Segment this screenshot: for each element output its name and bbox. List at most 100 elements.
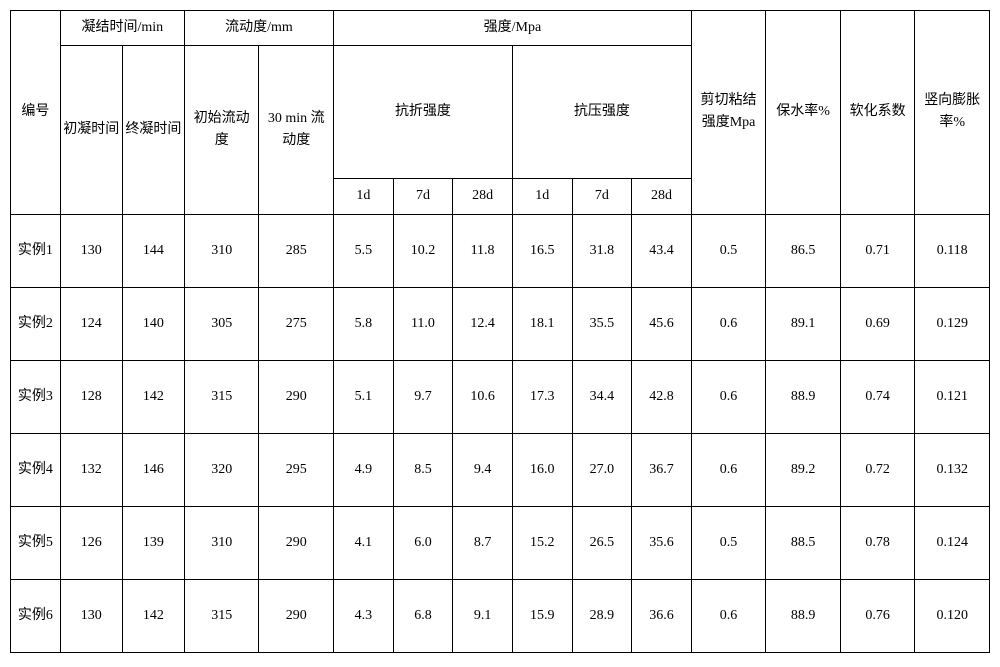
header-f28d: 28d bbox=[453, 179, 513, 214]
row-id: 实例2 bbox=[11, 287, 61, 360]
vertical-expansion: 0.118 bbox=[915, 214, 990, 287]
table-row: 实例41321463202954.98.59.416.027.036.70.68… bbox=[11, 433, 990, 506]
comp-7d: 28.9 bbox=[572, 579, 632, 652]
flex-7d: 10.2 bbox=[393, 214, 453, 287]
initial-set: 128 bbox=[60, 360, 122, 433]
water-retention: 88.5 bbox=[766, 506, 841, 579]
water-retention: 89.1 bbox=[766, 287, 841, 360]
comp-1d: 15.9 bbox=[512, 579, 572, 652]
header-fluidity: 流动度/mm bbox=[184, 11, 333, 46]
shear-strength: 0.5 bbox=[691, 214, 766, 287]
final-set: 139 bbox=[122, 506, 184, 579]
vertical-expansion: 0.121 bbox=[915, 360, 990, 433]
flex-1d: 4.3 bbox=[334, 579, 394, 652]
shear-strength: 0.6 bbox=[691, 360, 766, 433]
table-row: 实例51261393102904.16.08.715.226.535.60.58… bbox=[11, 506, 990, 579]
flex-7d: 9.7 bbox=[393, 360, 453, 433]
comp-7d: 35.5 bbox=[572, 287, 632, 360]
row-id: 实例5 bbox=[11, 506, 61, 579]
vertical-expansion: 0.124 bbox=[915, 506, 990, 579]
row-id: 实例3 bbox=[11, 360, 61, 433]
shear-strength: 0.6 bbox=[691, 579, 766, 652]
initial-flow: 310 bbox=[184, 214, 259, 287]
softening-coeff: 0.69 bbox=[840, 287, 915, 360]
initial-flow: 305 bbox=[184, 287, 259, 360]
flex-28d: 8.7 bbox=[453, 506, 513, 579]
initial-flow: 320 bbox=[184, 433, 259, 506]
header-strength: 强度/Mpa bbox=[334, 11, 692, 46]
comp-1d: 16.5 bbox=[512, 214, 572, 287]
flow-30min: 290 bbox=[259, 579, 334, 652]
initial-set: 130 bbox=[60, 579, 122, 652]
header-initial-set: 初凝时间 bbox=[60, 46, 122, 214]
comp-28d: 42.8 bbox=[632, 360, 692, 433]
header-id: 编号 bbox=[11, 11, 61, 215]
table-row: 实例21241403052755.811.012.418.135.545.60.… bbox=[11, 287, 990, 360]
shear-strength: 0.6 bbox=[691, 287, 766, 360]
row-id: 实例6 bbox=[11, 579, 61, 652]
flex-7d: 11.0 bbox=[393, 287, 453, 360]
softening-coeff: 0.71 bbox=[840, 214, 915, 287]
header-row-1: 编号 凝结时间/min 流动度/mm 强度/Mpa 剪切粘结强度Mpa 保水率%… bbox=[11, 11, 990, 46]
vertical-expansion: 0.132 bbox=[915, 433, 990, 506]
comp-28d: 36.7 bbox=[632, 433, 692, 506]
initial-flow: 315 bbox=[184, 360, 259, 433]
softening-coeff: 0.72 bbox=[840, 433, 915, 506]
water-retention: 89.2 bbox=[766, 433, 841, 506]
comp-1d: 17.3 bbox=[512, 360, 572, 433]
header-softening: 软化系数 bbox=[840, 11, 915, 215]
comp-28d: 43.4 bbox=[632, 214, 692, 287]
comp-28d: 35.6 bbox=[632, 506, 692, 579]
initial-flow: 315 bbox=[184, 579, 259, 652]
comp-28d: 36.6 bbox=[632, 579, 692, 652]
shear-strength: 0.5 bbox=[691, 506, 766, 579]
final-set: 142 bbox=[122, 579, 184, 652]
flex-1d: 5.8 bbox=[334, 287, 394, 360]
comp-7d: 26.5 bbox=[572, 506, 632, 579]
comp-1d: 18.1 bbox=[512, 287, 572, 360]
softening-coeff: 0.78 bbox=[840, 506, 915, 579]
shear-strength: 0.6 bbox=[691, 433, 766, 506]
comp-7d: 31.8 bbox=[572, 214, 632, 287]
flow-30min: 290 bbox=[259, 360, 334, 433]
header-compressive: 抗压强度 bbox=[512, 46, 691, 179]
comp-28d: 45.6 bbox=[632, 287, 692, 360]
flow-30min: 295 bbox=[259, 433, 334, 506]
header-shear: 剪切粘结强度Mpa bbox=[691, 11, 766, 215]
table-row: 实例11301443102855.510.211.816.531.843.40.… bbox=[11, 214, 990, 287]
water-retention: 88.9 bbox=[766, 579, 841, 652]
header-initial-flow: 初始流动度 bbox=[184, 46, 259, 214]
comp-7d: 27.0 bbox=[572, 433, 632, 506]
data-table: 编号 凝结时间/min 流动度/mm 强度/Mpa 剪切粘结强度Mpa 保水率%… bbox=[10, 10, 990, 653]
flow-30min: 275 bbox=[259, 287, 334, 360]
initial-set: 132 bbox=[60, 433, 122, 506]
flex-1d: 4.1 bbox=[334, 506, 394, 579]
header-c7d: 7d bbox=[572, 179, 632, 214]
flex-7d: 6.0 bbox=[393, 506, 453, 579]
comp-7d: 34.4 bbox=[572, 360, 632, 433]
header-setting-time: 凝结时间/min bbox=[60, 11, 184, 46]
initial-set: 124 bbox=[60, 287, 122, 360]
water-retention: 86.5 bbox=[766, 214, 841, 287]
header-flow-30min: 30 min 流动度 bbox=[259, 46, 334, 214]
header-f7d: 7d bbox=[393, 179, 453, 214]
initial-set: 126 bbox=[60, 506, 122, 579]
row-id: 实例4 bbox=[11, 433, 61, 506]
flex-28d: 9.1 bbox=[453, 579, 513, 652]
flex-1d: 4.9 bbox=[334, 433, 394, 506]
flex-1d: 5.1 bbox=[334, 360, 394, 433]
softening-coeff: 0.74 bbox=[840, 360, 915, 433]
flex-28d: 10.6 bbox=[453, 360, 513, 433]
vertical-expansion: 0.129 bbox=[915, 287, 990, 360]
flex-7d: 6.8 bbox=[393, 579, 453, 652]
header-water: 保水率% bbox=[766, 11, 841, 215]
flex-28d: 12.4 bbox=[453, 287, 513, 360]
header-f1d: 1d bbox=[334, 179, 394, 214]
table-row: 实例61301423152904.36.89.115.928.936.60.68… bbox=[11, 579, 990, 652]
flex-7d: 8.5 bbox=[393, 433, 453, 506]
flow-30min: 285 bbox=[259, 214, 334, 287]
flex-28d: 11.8 bbox=[453, 214, 513, 287]
comp-1d: 15.2 bbox=[512, 506, 572, 579]
final-set: 146 bbox=[122, 433, 184, 506]
softening-coeff: 0.76 bbox=[840, 579, 915, 652]
